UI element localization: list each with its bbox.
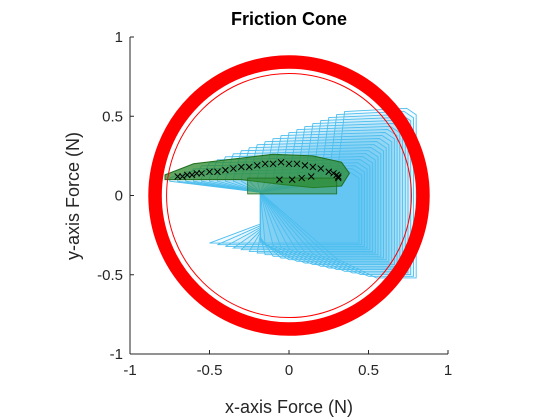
friction-cone-ring (148, 55, 430, 336)
chart-title: Friction Cone (231, 9, 347, 29)
data-point-marker (309, 163, 317, 171)
data-point-marker (253, 162, 261, 169)
data-point-marker (288, 176, 296, 184)
data-point-marker (334, 174, 342, 182)
data-point-marker (285, 160, 293, 168)
x-tick-label: 0.5 (358, 362, 379, 379)
data-point-marker (237, 163, 245, 171)
data-point-marker (276, 176, 283, 184)
data-point-marker (307, 173, 315, 180)
data-point-marker (188, 171, 196, 179)
data-point-marker (206, 168, 213, 176)
y-tick-label: 0 (115, 188, 123, 205)
y-tick-label: -0.5 (97, 267, 123, 284)
data-point-marker (301, 162, 309, 169)
plot-area (148, 55, 430, 336)
y-axis-label: y-axis Force (N) (63, 132, 83, 260)
data-point-marker (325, 168, 333, 176)
force-band-box (247, 177, 338, 195)
data-point-marker (261, 160, 269, 168)
data-point-marker (245, 163, 253, 171)
data-point-marker (198, 169, 205, 177)
y-tick-label: 0.5 (102, 108, 123, 125)
x-tick-label: -1 (123, 362, 136, 379)
data-point-marker (298, 174, 306, 182)
data-point-marker (183, 171, 191, 179)
data-point-marker (334, 173, 342, 180)
x-axis-label: x-axis Force (N) (225, 397, 353, 417)
data-point-marker (174, 173, 182, 180)
y-tick-label: -1 (110, 346, 123, 363)
x-tick-label: 0 (285, 362, 293, 379)
data-point-marker (293, 160, 301, 168)
x-tick-label: -0.5 (197, 362, 223, 379)
x-tick-label: 1 (444, 362, 452, 379)
y-tick-label: 1 (115, 29, 123, 46)
data-point-marker (179, 173, 186, 180)
data-point-marker (277, 158, 285, 166)
data-point-marker (317, 165, 325, 172)
axes: -1 -0.5 0 0.5 1 -1 -0.5 0 0.5 1 (97, 29, 452, 379)
data-point-marker (222, 166, 229, 174)
data-point-marker (214, 168, 221, 176)
data-point-marker (269, 160, 277, 168)
friction-cone-inner-ring (166, 72, 412, 319)
data-point-marker (229, 165, 237, 172)
data-point-marker (193, 169, 201, 177)
